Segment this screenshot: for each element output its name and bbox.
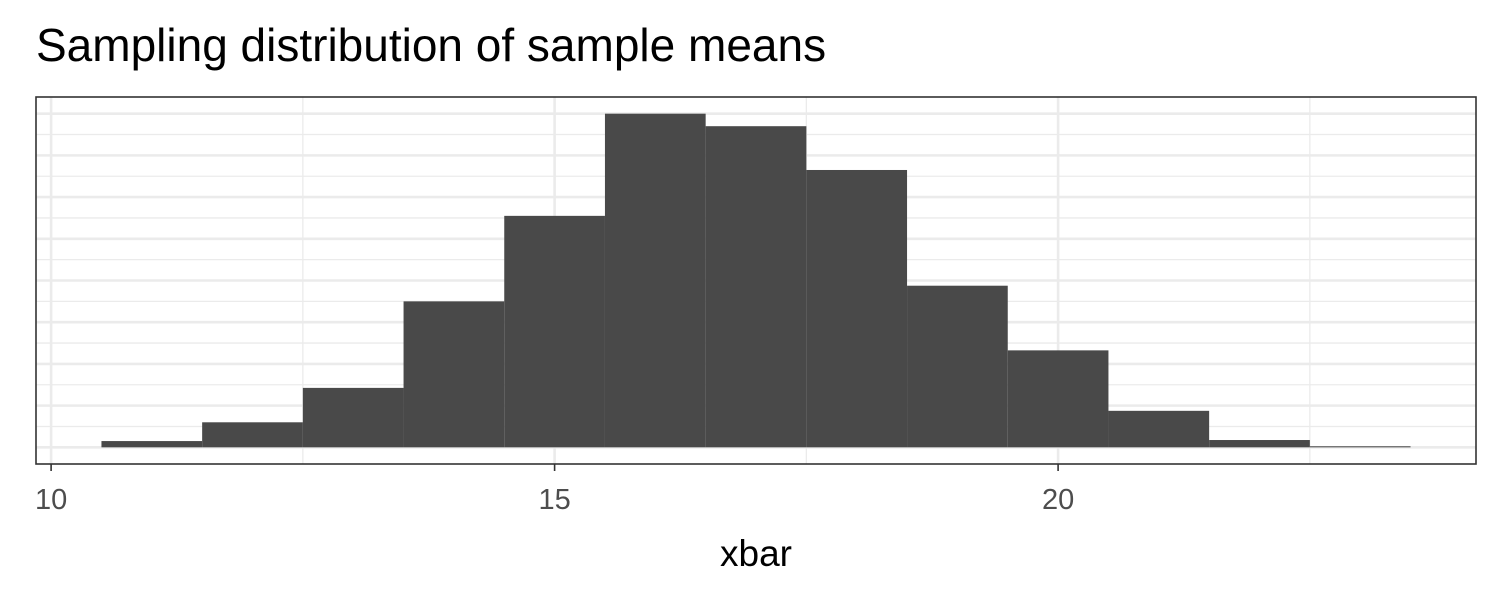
x-tick-label: 10 [35, 484, 67, 516]
histogram-bar [1309, 446, 1411, 448]
panel-border [35, 96, 1477, 465]
bar-layer [101, 113, 1411, 448]
histogram-bar [403, 301, 505, 448]
x-tick-label: 15 [538, 484, 570, 516]
histogram-bar [1108, 410, 1210, 448]
histogram-bar [604, 113, 706, 448]
x-tick-label: 20 [1042, 484, 1074, 516]
histogram-bar [705, 126, 807, 448]
histogram-bar [302, 387, 404, 448]
histogram-bar [1007, 350, 1109, 448]
histogram-bar [202, 422, 303, 448]
x-axis: 10 15 20 [35, 464, 1074, 516]
histogram-bar [1209, 440, 1310, 448]
histogram-bar [504, 215, 605, 448]
chart-title: Sampling distribution of sample means [36, 19, 827, 71]
histogram-bar [806, 169, 908, 448]
histogram-bar [907, 285, 1008, 448]
histogram-bar [101, 441, 203, 448]
x-axis-title: xbar [720, 533, 792, 574]
